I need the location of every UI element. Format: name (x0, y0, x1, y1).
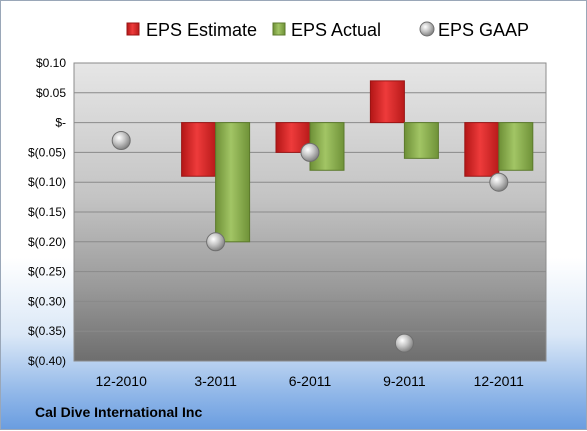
y-tick-label: $(0.15) (28, 205, 66, 219)
x-tick-label: 3-2011 (194, 373, 237, 389)
y-tick-label: $0.10 (36, 56, 66, 70)
y-tick-label: $(0.05) (28, 145, 66, 159)
y-tick-label: $(0.25) (28, 265, 66, 279)
y-tick-label: $(0.35) (28, 324, 66, 338)
legend-gaap-swatch (419, 21, 435, 37)
company-name: Cal Dive International Inc (35, 404, 202, 420)
y-tick-label: $- (55, 116, 66, 130)
y-tick-label: $0.05 (36, 86, 66, 100)
x-tick-label: 9-2011 (383, 373, 426, 389)
legend: EPS Estimate EPS Actual EPS GAAP (126, 20, 529, 40)
eps-gaap-marker (206, 232, 226, 252)
y-tick-label: $(0.30) (28, 294, 66, 308)
x-tick-label: 12-2010 (96, 373, 148, 389)
legend-label: EPS Estimate (146, 20, 257, 40)
eps-gaap-marker (394, 333, 414, 353)
eps-gaap-marker (300, 142, 320, 162)
eps-actual-bar (498, 122, 534, 171)
x-tick-label: 6-2011 (289, 373, 332, 389)
y-tick-label: $(0.20) (28, 235, 66, 249)
x-tick-label: 12-2011 (474, 373, 525, 389)
y-tick-label: $(0.10) (28, 175, 66, 189)
eps-gaap-marker (111, 130, 131, 150)
eps-gaap-marker (489, 172, 509, 192)
legend-estimate-swatch (126, 22, 140, 36)
legend-label: EPS GAAP (438, 20, 529, 40)
eps-estimate-bar (464, 122, 500, 177)
legend-actual-swatch (272, 22, 286, 36)
eps-estimate-bar (181, 122, 217, 177)
eps-actual-bar (215, 122, 251, 243)
legend-label: EPS Actual (291, 20, 381, 40)
y-tick-label: $(0.40) (28, 354, 66, 368)
eps-actual-bar (403, 122, 439, 159)
eps-estimate-bar (369, 80, 405, 124)
